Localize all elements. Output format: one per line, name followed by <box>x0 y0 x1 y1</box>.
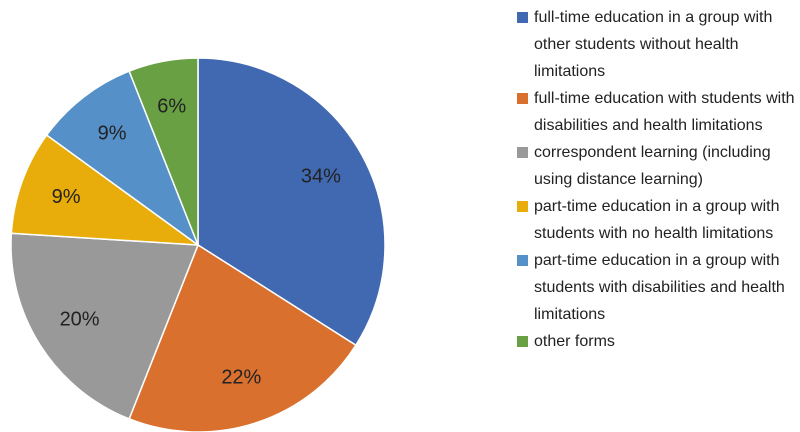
data-label: 34% <box>301 166 341 188</box>
legend-swatch <box>517 336 528 347</box>
legend-swatch <box>517 93 528 104</box>
pie-slice <box>128 57 199 246</box>
legend-label: correspondent learning (including using … <box>534 144 771 188</box>
data-label: 22% <box>221 367 261 389</box>
legend-item: full-time education with students with d… <box>517 85 800 139</box>
legend-item: full-time education in a group with othe… <box>517 4 800 85</box>
legend-label: part-time education in a group with stud… <box>534 252 785 323</box>
legend-item: correspondent learning (including using … <box>517 139 800 193</box>
legend-label: part-time education in a group with stud… <box>534 198 780 242</box>
data-label: 9% <box>98 122 127 144</box>
pie-slice <box>10 134 201 246</box>
pie-slice <box>128 243 357 432</box>
pie-slice <box>45 70 200 248</box>
data-label: 9% <box>52 186 81 208</box>
legend-item: other forms <box>517 328 800 355</box>
legend-swatch <box>517 255 528 266</box>
legend-item: part-time education in a group with stud… <box>517 193 800 247</box>
legend-label: other forms <box>534 333 615 350</box>
data-label: 6% <box>157 96 186 118</box>
legend-swatch <box>517 147 528 158</box>
legend-label: full-time education in a group with othe… <box>534 9 773 80</box>
legend-item: part-time education in a group with stud… <box>517 247 800 328</box>
pie-slice <box>197 57 386 347</box>
data-label: 20% <box>60 308 100 330</box>
legend: full-time education in a group with othe… <box>517 4 800 355</box>
legend-label: full-time education with students with d… <box>534 90 795 134</box>
legend-swatch <box>517 12 528 23</box>
legend-swatch <box>517 201 528 212</box>
pie-slice <box>10 232 200 420</box>
